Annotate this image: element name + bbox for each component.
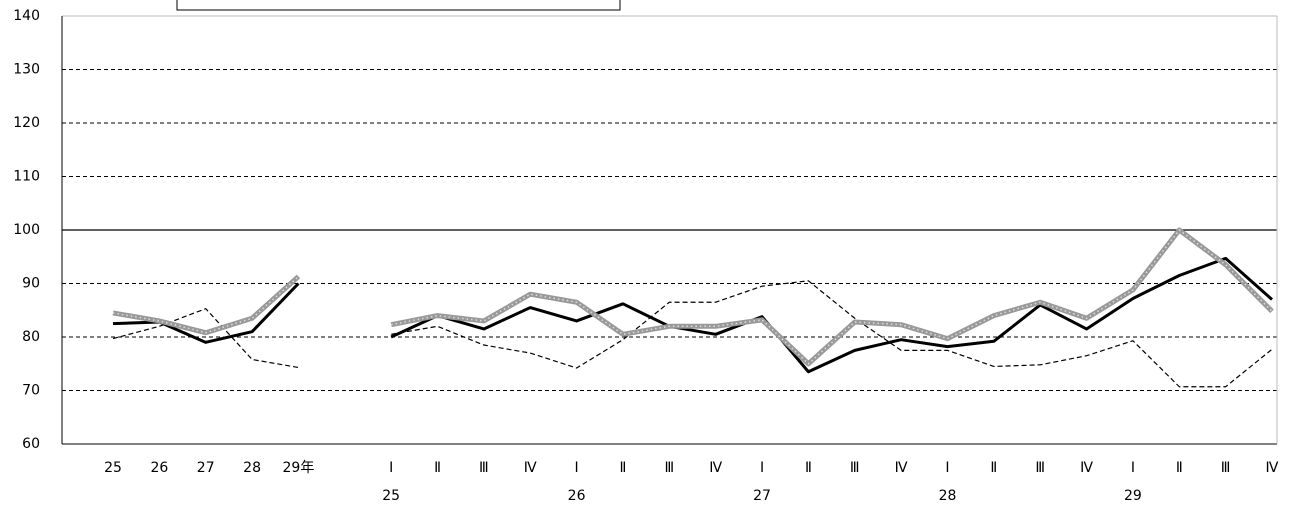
x-tick-label: Ⅳ	[895, 460, 908, 476]
series-line	[112, 280, 1273, 388]
y-tick-label: 70	[22, 383, 40, 399]
x-tick-label: Ⅱ	[990, 460, 997, 476]
x-tick-label: 28	[243, 460, 261, 476]
x-tick-label: Ⅰ	[575, 460, 579, 476]
x-tick-label: 25	[104, 460, 122, 476]
x-tick-label: 26	[150, 460, 168, 476]
x-group-label: 25	[382, 488, 400, 504]
x-tick-label: Ⅳ	[709, 460, 722, 476]
x-tick-label: Ⅰ	[945, 460, 949, 476]
y-tick-label: 90	[22, 276, 40, 292]
x-group-label: 26	[568, 488, 586, 504]
x-tick-label: Ⅳ	[1080, 460, 1093, 476]
x-tick-label: Ⅲ	[1221, 460, 1231, 476]
y-tick-label: 80	[22, 329, 40, 345]
y-tick-label: 120	[13, 115, 40, 131]
x-tick-label: 29年	[283, 460, 315, 476]
y-tick-label: 130	[13, 62, 40, 78]
x-tick-label: Ⅳ	[1266, 460, 1279, 476]
x-tick-label: Ⅳ	[524, 460, 537, 476]
x-group-label: 29	[1124, 488, 1142, 504]
x-tick-label: Ⅰ	[1131, 460, 1135, 476]
x-tick-label: Ⅱ	[1176, 460, 1183, 476]
x-tick-label: Ⅲ	[479, 460, 489, 476]
series-line-dots	[112, 228, 1273, 365]
x-tick-label: Ⅰ	[760, 460, 764, 476]
x-tick-label: Ⅲ	[1035, 460, 1045, 476]
x-tick-label: Ⅱ	[620, 460, 627, 476]
x-group-label: 28	[939, 488, 957, 504]
x-tick-label: 27	[197, 460, 215, 476]
y-tick-label: 100	[13, 222, 40, 238]
x-tick-label: Ⅲ	[850, 460, 860, 476]
x-tick-label: Ⅱ	[805, 460, 812, 476]
x-tick-label: Ⅱ	[434, 460, 441, 476]
legend-box	[176, 0, 621, 11]
y-tick-label: 140	[13, 8, 40, 24]
y-tick-label: 110	[13, 169, 40, 185]
x-group-label: 27	[753, 488, 771, 504]
x-tick-label: Ⅰ	[389, 460, 393, 476]
y-tick-label: 60	[22, 436, 40, 452]
series-line	[112, 256, 1273, 374]
x-tick-label: Ⅲ	[664, 460, 674, 476]
